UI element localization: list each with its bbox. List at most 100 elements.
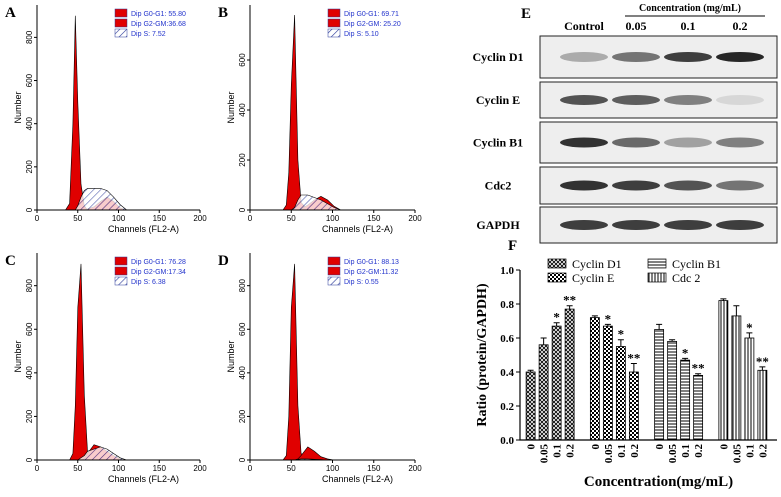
x-tick-label: 0 <box>35 464 40 473</box>
x-tick-label: 50 <box>73 464 82 473</box>
error-bar <box>720 298 727 301</box>
blot-band <box>716 137 764 148</box>
panel-label: A <box>5 5 16 21</box>
bar <box>731 315 742 441</box>
legend-swatch <box>327 256 341 266</box>
legend-swatch <box>647 258 667 269</box>
bar <box>538 344 549 441</box>
x-tick-label: 0.1 <box>680 444 692 458</box>
significance-mark: * <box>746 320 753 335</box>
legend-swatch <box>114 28 128 38</box>
blot-band <box>560 220 608 230</box>
y-tick-label: 0 <box>25 207 34 212</box>
y-tick-label: 400 <box>25 366 34 380</box>
legend-label: Dip G2-GM:11.32 <box>344 269 398 276</box>
row-label: Cyclin B1 <box>473 136 523 150</box>
x-tick-label: 0 <box>718 444 730 450</box>
bar <box>525 371 536 441</box>
bar <box>757 369 768 441</box>
legend-label: Dip G0-G1: 55.80 <box>131 11 186 18</box>
x-axis-label: Channels (FL2-A) <box>108 474 179 484</box>
legend-swatch <box>547 272 567 283</box>
x-tick-label: 150 <box>367 464 381 473</box>
blot-band <box>560 52 608 62</box>
y-tick-label: 200 <box>238 409 247 423</box>
legend-label: Dip G2-GM:17.34 <box>131 269 186 276</box>
x-tick-label: 0 <box>35 214 40 223</box>
x-tick-label: 0 <box>248 464 253 473</box>
y-tick-label: 600 <box>25 73 34 87</box>
blot-band <box>560 95 608 105</box>
significance-mark: ** <box>756 354 769 369</box>
legend-swatch <box>327 8 341 18</box>
y-tick-label: 0 <box>238 457 247 462</box>
x-tick-label: 0.2 <box>693 444 705 458</box>
legend-label: Cdc 2 <box>672 271 700 285</box>
legend-label: Dip G0-G1: 88.13 <box>344 259 399 266</box>
y-tick-label: 800 <box>25 30 34 44</box>
y-tick-label: 200 <box>25 160 34 174</box>
legend-label: Dip S: 5.10 <box>344 31 379 38</box>
legend-label: Dip G2-GM:36.68 <box>131 21 186 28</box>
significance-mark: ** <box>627 351 640 366</box>
x-tick-label: 100 <box>112 464 126 473</box>
legend-swatch <box>114 8 128 18</box>
panel-label: C <box>5 253 16 269</box>
row-label: Cdc2 <box>485 179 512 193</box>
y-tick-label: 600 <box>25 322 34 336</box>
blot-band <box>560 180 608 191</box>
legend-swatch <box>114 18 128 28</box>
error-bar <box>604 323 611 327</box>
error-bar <box>630 363 637 372</box>
x-tick-label: 200 <box>408 214 422 223</box>
y-axis-label: Number <box>13 340 23 372</box>
x-axis-label: Channels (FL2-A) <box>322 224 393 234</box>
significance-mark: ** <box>692 361 705 376</box>
x-tick-label: 200 <box>193 464 207 473</box>
y-axis-label: Ratio (protein/GAPDH) <box>475 283 490 427</box>
bar <box>564 308 575 441</box>
panel-label: F <box>508 238 517 254</box>
bar <box>693 374 704 441</box>
y-tick-label: 400 <box>25 116 34 130</box>
row-label: Cyclin D1 <box>473 50 524 64</box>
blot-band <box>716 180 764 191</box>
legend-label: Dip S: 0.55 <box>344 279 379 286</box>
x-tick-label: 0.2 <box>629 444 641 458</box>
y-axis-label: Number <box>13 91 23 123</box>
legend-label: Dip G0-G1: 76.28 <box>131 259 186 266</box>
x-tick-label: 200 <box>193 214 207 223</box>
y-tick-label: 600 <box>238 53 247 67</box>
histogram-area <box>278 263 341 461</box>
bar <box>654 329 665 441</box>
significance-mark: * <box>682 345 689 360</box>
legend-swatch <box>327 18 341 28</box>
bar <box>615 346 626 441</box>
y-tick-label: 0 <box>25 457 34 462</box>
x-tick-label: 0.05 <box>539 444 551 464</box>
legend-swatch <box>114 266 128 276</box>
bar <box>718 300 729 441</box>
y-tick-label: 400 <box>238 103 247 117</box>
legend-swatch <box>327 266 341 276</box>
column-label: Control <box>564 19 604 33</box>
histogram-area <box>278 14 341 211</box>
x-tick-label: 100 <box>326 464 340 473</box>
blot-band <box>612 137 660 148</box>
blot-band <box>612 220 660 230</box>
x-tick-label: 50 <box>287 214 296 223</box>
y-tick-label: 800 <box>25 278 34 292</box>
significance-mark: * <box>605 311 612 326</box>
axes <box>519 270 777 441</box>
x-tick-label: 0.2 <box>565 444 577 458</box>
x-tick-label: 0.2 <box>757 444 769 458</box>
legend-label: Cyclin E <box>572 271 614 285</box>
x-tick-label: 150 <box>153 464 167 473</box>
y-tick-label: 800 <box>238 278 247 292</box>
significance-mark: * <box>618 327 625 342</box>
column-label: 0.1 <box>681 19 696 33</box>
y-axis-label: Number <box>226 91 236 123</box>
x-axis-label: Channels (FL2-A) <box>322 474 393 484</box>
x-tick-label: 150 <box>153 214 167 223</box>
legend-label: Dip S: 7.52 <box>131 31 166 38</box>
